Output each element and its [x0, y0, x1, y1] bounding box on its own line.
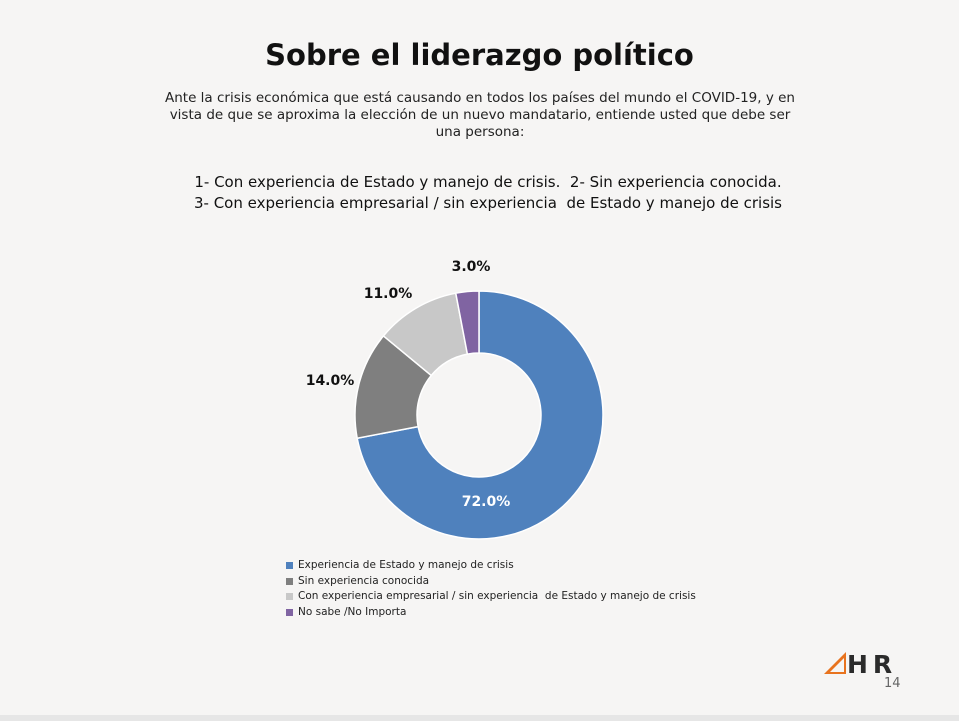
legend-label: Experiencia de Estado y manejo de crisis — [298, 559, 514, 571]
logo-text: HR — [847, 650, 897, 676]
donut-slice — [454, 290, 480, 355]
legend-label: Sin experiencia conocida — [298, 574, 430, 587]
question-line: Ante la crisis económica que está causan… — [165, 90, 795, 106]
legend-swatch — [286, 608, 293, 616]
data-label: 72.0% — [462, 494, 511, 510]
legend-item: Experiencia de Estado y manejo de crisis — [286, 558, 696, 574]
answer-options: 1- Con experiencia de Estado y manejo de… — [100, 172, 876, 214]
bottom-bar — [0, 715, 959, 721]
legend-swatch — [286, 577, 293, 585]
legend-item: No sabe /No Importa — [286, 605, 696, 621]
options-line: 1- Con experiencia de Estado y manejo de… — [194, 173, 782, 191]
slide-title: Sobre el liderazgo político — [265, 38, 694, 72]
legend-item: Sin experiencia conocida — [286, 574, 696, 590]
donut-slice — [356, 290, 604, 540]
question-line: una persona: — [435, 124, 525, 140]
hr-logo: HR — [824, 650, 897, 676]
legend-label: Con experiencia empresarial / sin experi… — [298, 590, 696, 602]
legend-item: Con experiencia empresarial / sin experi… — [286, 589, 696, 605]
legend-swatch — [286, 562, 293, 570]
options-line: 3- Con experiencia empresarial / sin exp… — [193, 194, 782, 212]
question-line: vista de que se aproxima la elección de … — [169, 107, 791, 123]
data-label: 14.0% — [306, 373, 355, 389]
question-text: Ante la crisis económica que está causan… — [150, 90, 810, 141]
legend-swatch — [286, 593, 293, 601]
data-label: 3.0% — [452, 259, 491, 275]
page-number: 14 — [884, 676, 901, 691]
chart-legend: Experiencia de Estado y manejo de crisis… — [286, 558, 696, 620]
data-label: 11.0% — [364, 286, 413, 302]
legend-label: No sabe /No Importa — [298, 605, 407, 618]
